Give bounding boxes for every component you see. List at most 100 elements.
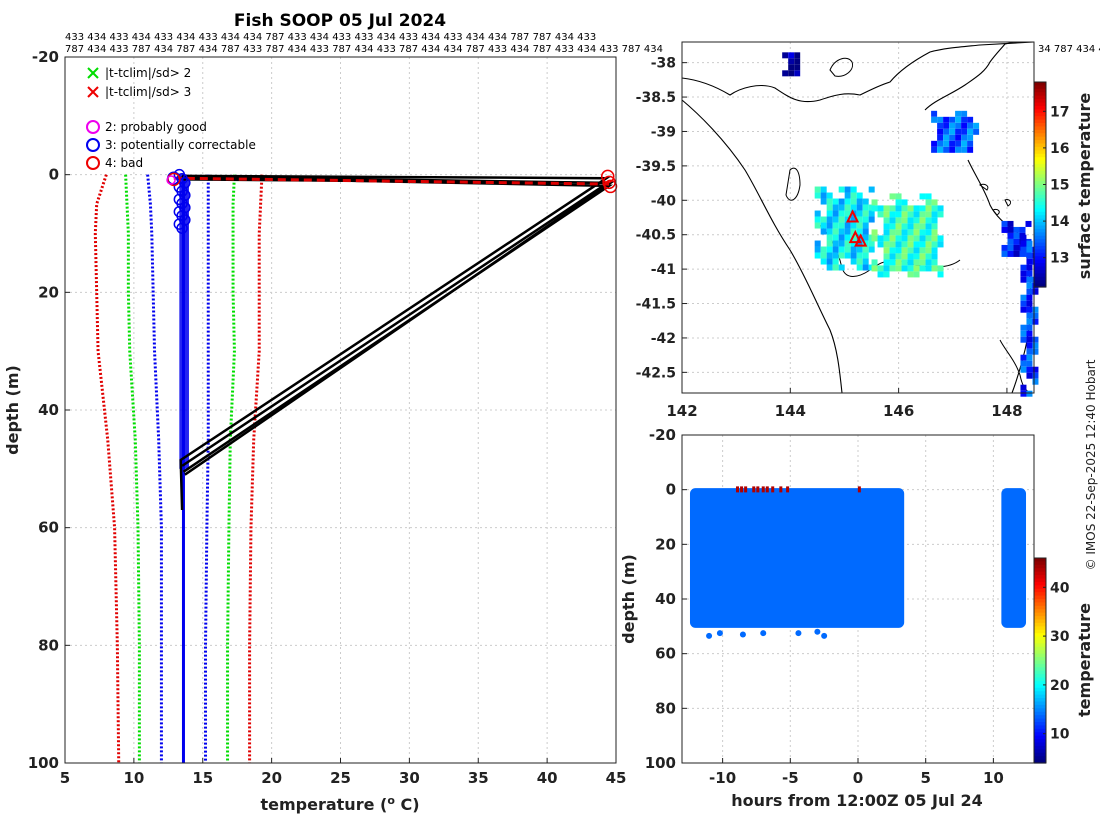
map-y-tick-label: -42.5 [636,365,676,381]
sst-cell [901,223,908,230]
sst-cell [961,110,968,117]
td-colorbar-segment [1034,643,1046,648]
map-x-tick-label: 144 [775,402,806,420]
sst-cell [913,229,920,236]
id-row-2: 787 434 433 787 434 787 434 787 433 787 … [65,44,663,55]
sst-cell [967,146,974,153]
sst-cell [1032,312,1039,319]
sst-cell [883,259,890,266]
colorbar-segment [1034,181,1046,186]
sst-cell [1020,360,1027,367]
colorbar-segment [1034,105,1046,110]
sst-cell [856,264,863,271]
sst-cell [838,234,845,241]
sst-cell [931,199,938,206]
colorbar-segment [1034,225,1046,230]
sst-cell [820,258,827,265]
sst-cell [961,122,968,129]
climatology-line [146,174,163,763]
td-colorbar-segment [1034,667,1046,672]
sst-cell [943,140,950,147]
sst-cell [919,241,926,248]
sst-cell [877,241,884,248]
sst-cell [862,228,869,235]
sst-cell [955,134,962,141]
colorbar-segment [1034,187,1046,192]
sst-cell [913,265,920,272]
sst-cell [901,199,908,206]
td-colorbar-segment [1034,660,1046,665]
y-tick-label: -20 [32,48,59,66]
td-y-tick-label: 0 [666,481,676,499]
legend-marker [86,120,100,134]
sst-cell [788,64,795,71]
sst-cell [919,247,926,254]
td-deep-point [821,632,828,639]
sst-cell [1013,226,1020,233]
colorbar-segment [1034,208,1046,213]
sst-cell [889,259,896,266]
td-x-tick-label: 10 [983,769,1004,787]
sst-cell [1026,366,1033,373]
sst-cell [856,192,863,199]
sst-cell [826,228,833,235]
td-x-tick-label: 0 [853,769,863,787]
sst-cell [931,116,938,123]
sst-cell [901,259,908,266]
td-points [706,486,861,639]
sst-cell [1013,250,1020,257]
sst-cell [907,223,914,230]
map-ticks: 142 144 146 148 -38 -38.5 -39 -39.5 -40 -40.5 -41 -… [636,56,1023,420]
td-deep-point [760,630,767,637]
sst-cell [814,240,821,247]
sst-cell [844,222,851,229]
colorbar-segment [1034,123,1046,128]
sst-cell [1007,220,1014,227]
x-tick-label: 15 [192,769,213,787]
sst-cell [895,253,902,260]
sst-cell [850,246,857,253]
sst-cell [820,246,827,253]
td-colorbar-segment [1034,674,1046,679]
sst-cell [925,259,932,266]
td-colorbar-tick-label: 30 [1050,629,1070,645]
sst-cell [883,265,890,272]
colorbar-segment [1034,259,1046,264]
sst-cell [901,241,908,248]
sst-cell [1001,244,1008,251]
td-x-tick-label: -5 [782,769,799,787]
td-colorbar-segment [1034,670,1046,675]
td-deep-point [739,631,746,638]
sst-cell [889,247,896,254]
td-colorbar-segment [1034,691,1046,696]
colorbar-segment [1034,283,1046,288]
sst-cell [862,216,869,223]
map-y-tick-label: -41.5 [636,297,676,313]
y-tick-label: 20 [38,283,59,301]
sst-cell [856,204,863,211]
sst-cell [856,222,863,229]
td-colorbar-segment [1034,571,1046,576]
sst-cell [937,211,944,218]
sst-cell [931,205,938,212]
td-colorbar-segment [1034,636,1046,641]
sst-cell [907,253,914,260]
sst-cell [1020,270,1027,277]
colorbar-segment [1034,276,1046,281]
legend-marker [87,67,99,79]
y-axis-label: depth (m) [3,365,22,455]
colorbar-tick-label: 16 [1050,141,1069,157]
td-colorbar-segment [1034,657,1046,662]
sst-cell [895,229,902,236]
sst-cell [931,235,938,242]
legend-marker [86,138,100,152]
td-warm-point [756,486,760,493]
sst-cell [844,204,851,211]
sst-cell [1026,324,1033,331]
sst-cell [826,258,833,265]
colorbar-segment [1034,95,1046,100]
td-colorbar-segment [1034,588,1046,593]
sst-cell [889,235,896,242]
td-colorbar-segment [1034,684,1046,689]
